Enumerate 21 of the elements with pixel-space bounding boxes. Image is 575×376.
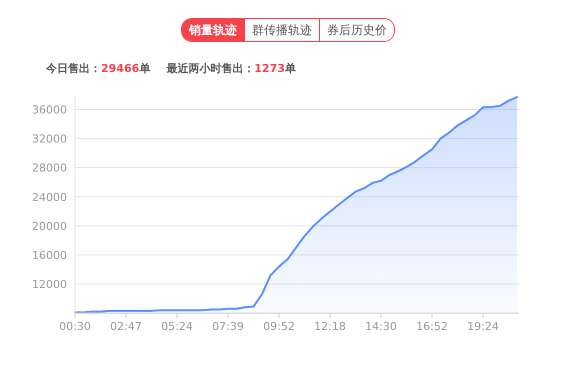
x-tick-label: 19:24	[467, 320, 499, 334]
text: 销量轨迹	[182, 19, 244, 41]
y-tick-label: 12000	[32, 278, 67, 292]
text: 最近两小时售出：1273单	[166, 62, 296, 75]
y-tick-label: 24000	[32, 190, 67, 204]
y-tick-label: 28000	[32, 162, 67, 175]
x-tick-label: 05:24	[161, 320, 193, 334]
x-tick-label: 02:47	[110, 320, 142, 334]
y-tick-label: 32000	[32, 132, 67, 146]
text: 券后历史价	[319, 19, 394, 41]
x-tick-label: 12:18	[314, 320, 346, 334]
text: 今日售出：29466单	[46, 62, 150, 75]
x-tick-label: 09:52	[263, 320, 295, 334]
x-tick-label: 14:30	[365, 320, 397, 334]
y-tick-label: 20000	[32, 220, 67, 233]
y-tick-label: 16000	[32, 248, 67, 262]
x-tick-label: 00:30	[59, 320, 91, 334]
y-tick-label: 36000	[32, 103, 67, 116]
x-tick-label: 07:39	[212, 320, 244, 334]
x-tick-label: 16:52	[416, 320, 448, 334]
text: 群传播轨迹	[244, 19, 319, 41]
